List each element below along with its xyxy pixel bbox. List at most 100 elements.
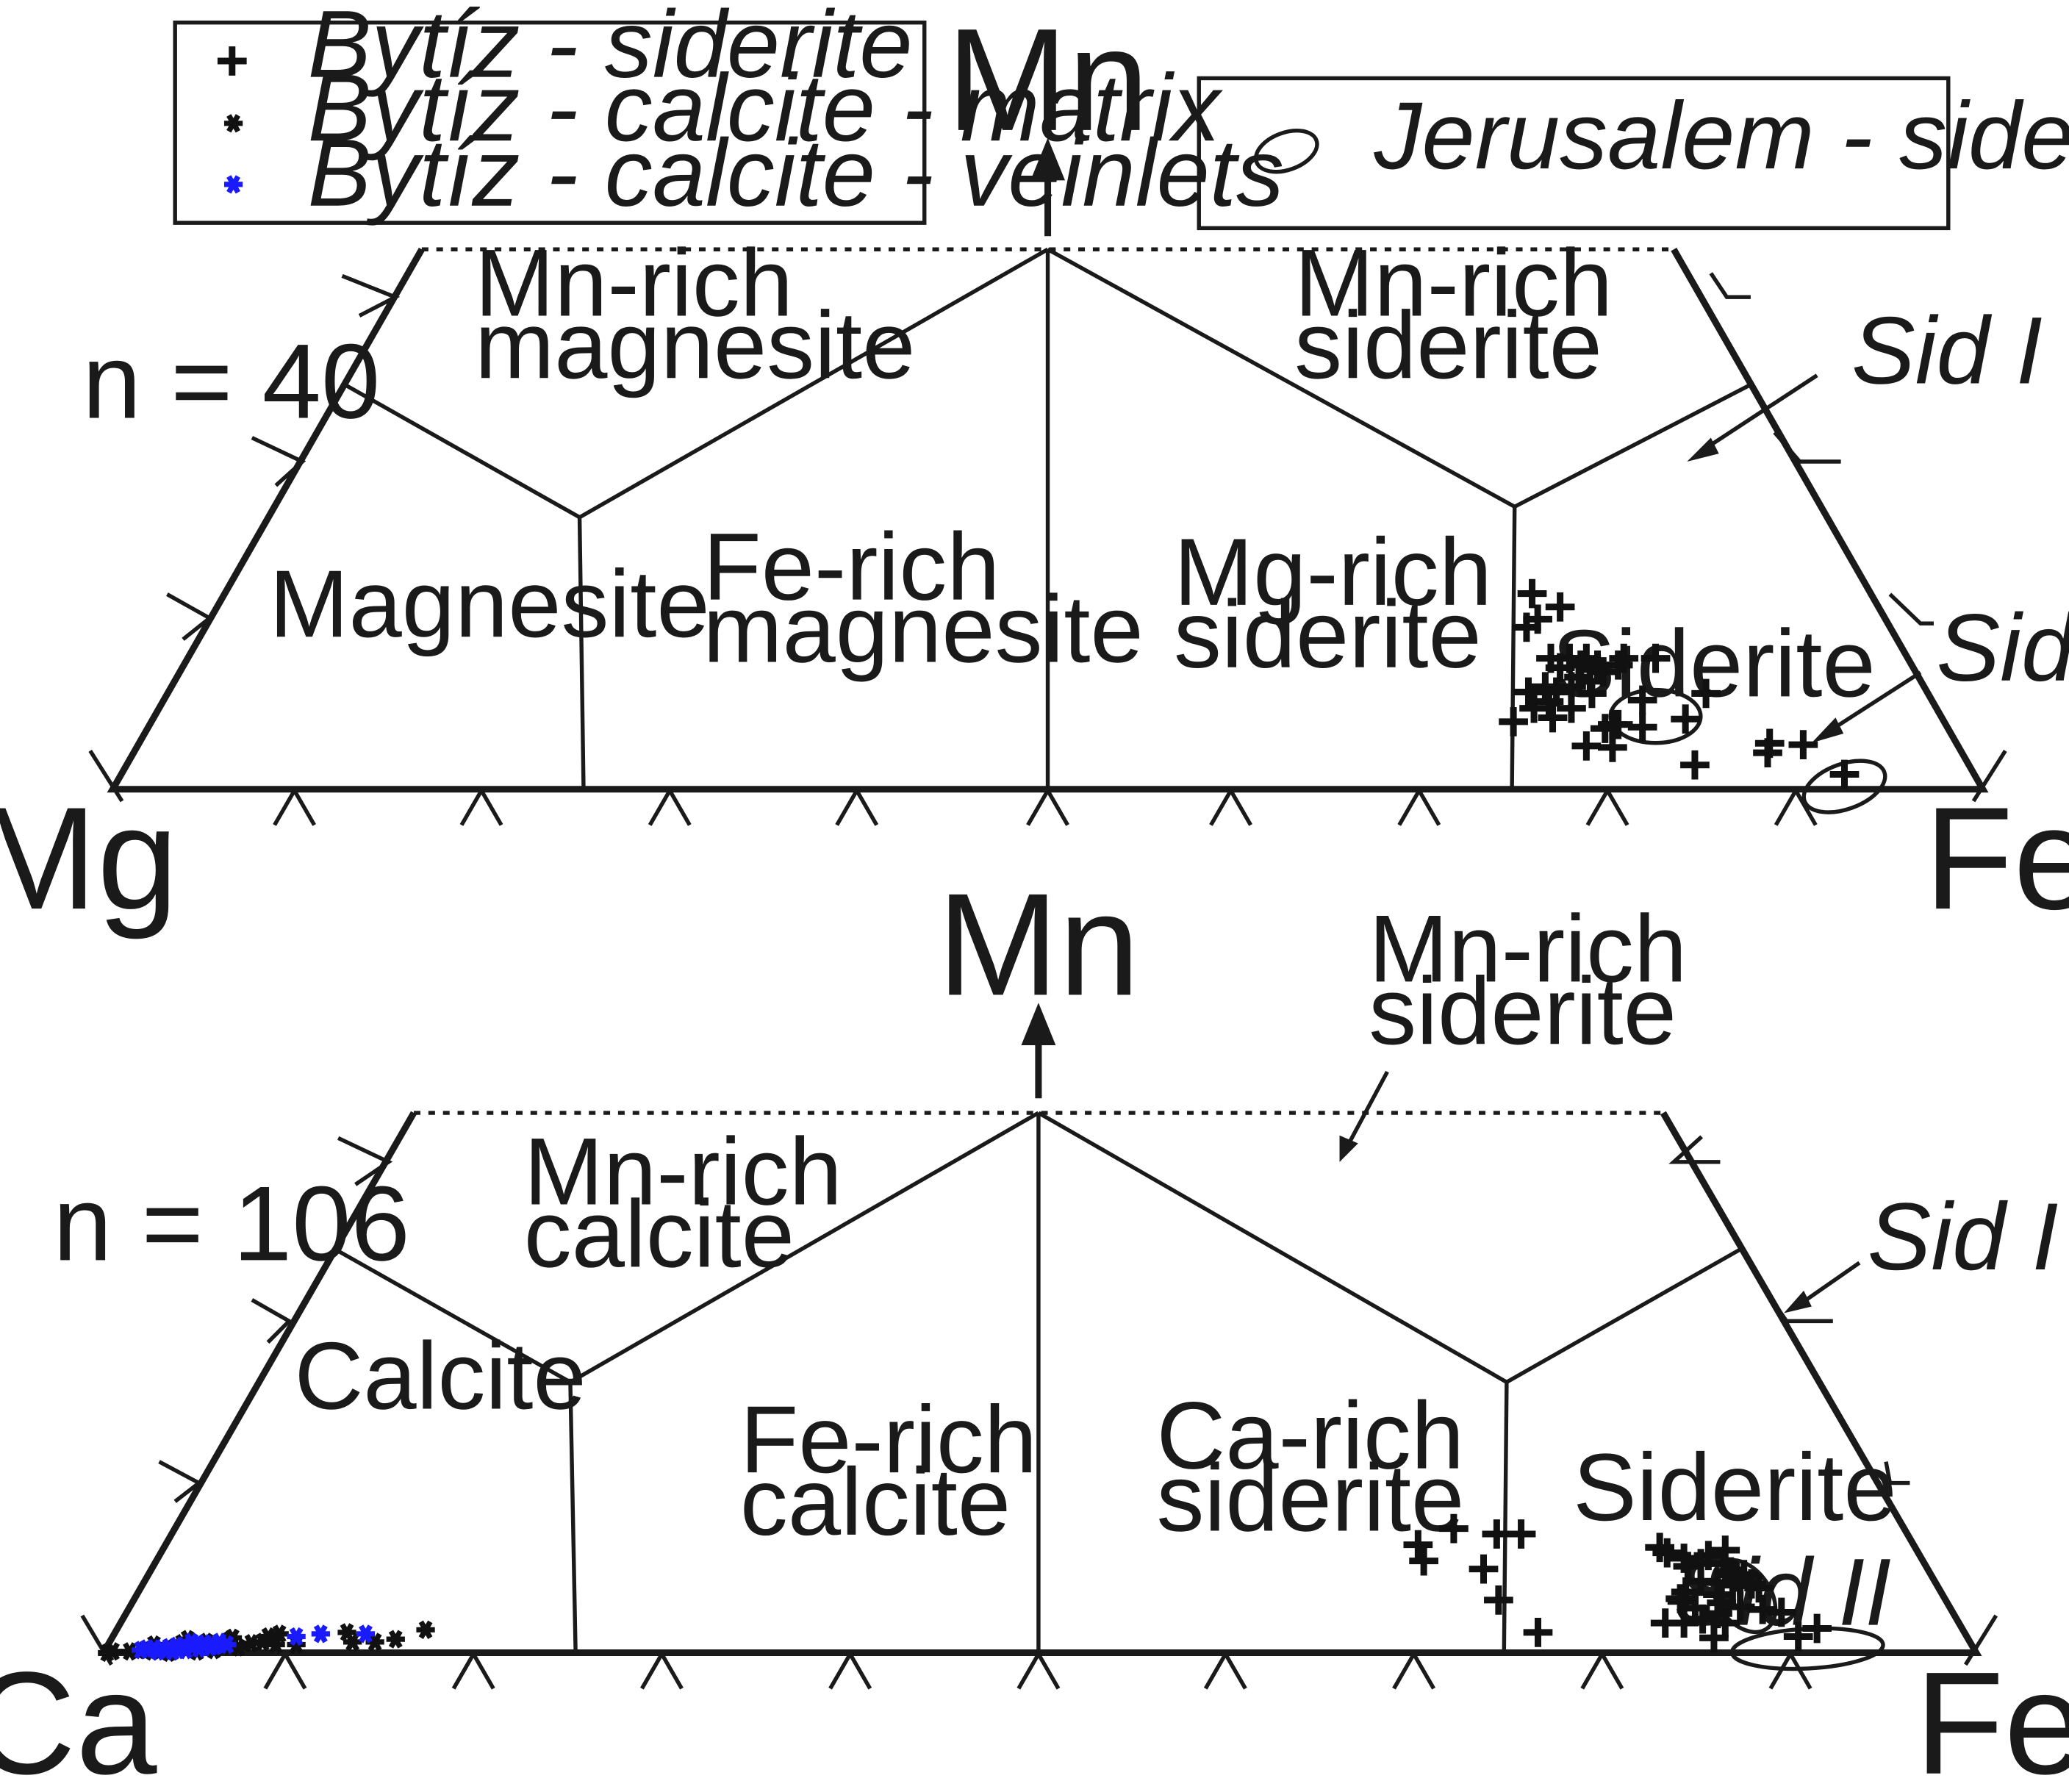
siderite-plus-marker — [1519, 693, 1549, 723]
siderite-plus-marker — [1603, 650, 1633, 680]
panel2-field-mn-rich-calcite-line2: calcite — [524, 1180, 795, 1287]
siderite-plus-marker — [1699, 1623, 1729, 1653]
panel-mg-mn-fe: Mn Mg Fe n = 40 — [0, 0, 2069, 940]
calcite-matrix-asterisk-marker — [259, 1627, 278, 1646]
siderite-plus-marker — [1598, 709, 1627, 739]
panel1-n-label: n = 40 — [82, 321, 380, 440]
legend-right: Jerusalem - siderite — [1197, 76, 2069, 231]
panel2-field-ca-rich-siderite-line2: siderite — [1157, 1444, 1465, 1551]
panel1-field-mg-rich-siderite-line1: Mg-rich — [1174, 518, 1492, 626]
siderite-plus-marker — [1652, 1538, 1682, 1568]
legend-item-calcite-veinlets: Bytíz - calcite - veinlets — [308, 119, 1284, 226]
apex-arrow-head — [1030, 137, 1066, 181]
siderite-plus-marker — [1688, 1604, 1718, 1634]
siderite-plus-marker — [1545, 592, 1575, 622]
siderite-plus-marker — [1534, 687, 1564, 717]
siderite-plus-marker — [1538, 703, 1568, 733]
legend-right-box — [1197, 76, 1951, 231]
siderite-plus-marker — [1671, 704, 1700, 734]
panel1-ticks — [88, 272, 2007, 826]
panel2-ticks — [80, 1135, 1998, 1690]
panel2-field-calcite: Calcite — [295, 1322, 587, 1429]
siderite-plus-marker — [1499, 707, 1528, 736]
calcite-veinlet-asterisk-marker — [132, 1641, 151, 1660]
siderite-plus-marker — [1766, 1597, 1796, 1627]
siderite-plus-marker — [1669, 1608, 1699, 1638]
panel2-field-boundaries — [334, 1111, 1741, 1653]
legend-left-box — [173, 20, 927, 225]
siderite-plus-marker — [1802, 1613, 1832, 1644]
siderite-plus-marker — [1575, 666, 1605, 696]
siderite-plus-marker — [1691, 678, 1721, 709]
panel2-sid-i-arrow — [1797, 1261, 1861, 1307]
calcite-veinlet-asterisk-marker — [206, 1636, 226, 1655]
panel2-field-mn-rich-calcite-line1: Mn-rich — [524, 1118, 842, 1225]
panel2-mn-rich-siderite-arrow — [1345, 1070, 1389, 1147]
siderite-plus-marker — [1753, 738, 1782, 767]
siderite-plus-marker — [1744, 1573, 1774, 1603]
panel1-field-magnesite: Magnesite — [269, 550, 709, 657]
legend-black-asterisk-marker — [223, 114, 243, 133]
panel2-field-mn-rich-siderite-line2: siderite — [1369, 957, 1677, 1064]
panel2-data-points — [98, 1513, 1832, 1663]
siderite-plus-marker — [1557, 693, 1586, 723]
panel1-left-corner-label: Mg — [0, 777, 179, 940]
siderite-plus-marker — [1829, 759, 1860, 789]
panel1-sid-i-arrowhead — [1687, 437, 1719, 462]
apex-arrow-head-2 — [1021, 1003, 1056, 1046]
siderite-plus-marker — [1627, 712, 1657, 742]
panel2-mn-rich-siderite-arrowhead — [1339, 1135, 1358, 1162]
panel2-field-fe-rich-calcite-line1: Fe-rich — [740, 1386, 1037, 1493]
panel2-sid-i-label: Sid I — [1868, 1183, 2059, 1290]
siderite-plus-marker — [1517, 578, 1547, 609]
calcite-veinlet-asterisk-marker — [182, 1632, 201, 1652]
calcite-veinlet-asterisk-marker — [148, 1642, 168, 1661]
panel1-field-mn-rich-magnesite-line2: magnesite — [475, 291, 915, 398]
panel2-sid-i-arrowhead — [1784, 1290, 1812, 1313]
calcite-veinlet-asterisk-marker — [311, 1624, 330, 1644]
panel2-field-labels: Mn-rich calcite Calcite Fe-rich calcite … — [295, 895, 1897, 1555]
siderite-plus-marker — [1512, 612, 1541, 642]
calcite-matrix-asterisk-marker — [337, 1623, 356, 1642]
panel1-sid-ii-label: Sid II — [1937, 594, 2069, 701]
panel1-field-labels: Mn-rich magnesite Magnesite Fe-rich magn… — [269, 229, 1875, 717]
panel2-apex-label: Mn — [937, 863, 1140, 1026]
panel1-field-mn-rich-magnesite-line1: Mn-rich — [475, 229, 793, 336]
legend-item-calcite-matrix: Bytíz - calcite - matrix — [308, 54, 1223, 161]
panel1-field-fe-rich-magnesite-line1: Fe-rich — [703, 513, 1000, 620]
legend-left: Bytíz - siderite Bytíz - calcite - matri… — [173, 0, 1284, 226]
siderite-plus-marker — [1469, 1554, 1499, 1584]
panel2-field-fe-rich-calcite-line2: calcite — [740, 1448, 1011, 1555]
panel2-left-corner-label: Ca — [0, 1642, 157, 1792]
calcite-veinlet-asterisk-marker — [169, 1641, 188, 1660]
panel1-sid-i-label: Sid I — [1851, 297, 2043, 404]
siderite-plus-marker — [1513, 677, 1543, 707]
panel1-sid-i-arrow — [1700, 373, 1818, 453]
siderite-plus-marker — [1783, 1621, 1813, 1652]
siderite-plus-marker — [1506, 1519, 1536, 1549]
legend-item-siderite: Bytíz - siderite — [308, 0, 913, 98]
siderite-plus-marker — [1710, 1608, 1740, 1638]
calcite-veinlet-asterisk-marker — [356, 1624, 376, 1644]
panel2-field-mn-rich-siderite-line1: Mn-rich — [1369, 895, 1687, 1002]
panel1-right-corner-label: Fe — [1924, 777, 2069, 940]
siderite-plus-marker — [1482, 1519, 1512, 1549]
siderite-plus-marker — [1571, 731, 1602, 761]
legend-blue-asterisk-marker — [223, 175, 243, 194]
panel1-field-mn-rich-siderite-line2: siderite — [1294, 291, 1602, 398]
siderite-plus-marker — [1439, 1513, 1469, 1544]
panel-ca-mn-fe: Mn Ca Fe n = 106 Mn-rich — [0, 863, 2069, 1792]
calcite-matrix-asterisk-marker — [416, 1620, 435, 1639]
calcite-matrix-asterisk-marker — [98, 1643, 117, 1663]
siderite-plus-marker — [1641, 643, 1671, 673]
panel1-apex-label: Mn — [947, 0, 1150, 162]
panel1-sid-ii-arrowhead — [1811, 717, 1844, 743]
siderite-plus-marker — [1680, 750, 1710, 780]
panel1-sid-ii-arrow — [1826, 670, 1922, 734]
panel1-field-fe-rich-magnesite-line2: magnesite — [703, 575, 1143, 682]
panel2-field-ca-rich-siderite-line1: Ca-rich — [1157, 1382, 1465, 1489]
panel1-field-mg-rich-siderite-line2: siderite — [1174, 581, 1482, 688]
siderite-plus-marker — [1409, 1546, 1438, 1576]
legend-plus-marker — [217, 46, 247, 76]
